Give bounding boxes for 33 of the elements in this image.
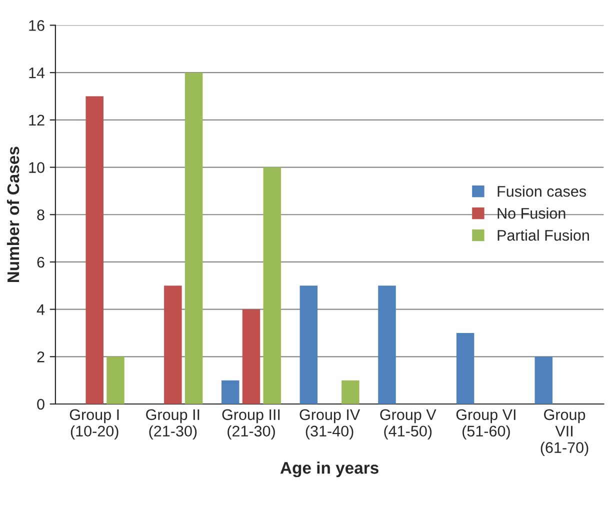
legend-label: Fusion cases: [498, 186, 586, 197]
y-tick-label: 16: [29, 20, 44, 31]
y-tick-label: 6: [37, 256, 44, 268]
x-tick-label: Group IV (31-40): [300, 409, 360, 440]
y-tick-label: 4: [36, 304, 45, 315]
x-tick-label: Group VI (51-60): [456, 409, 516, 440]
x-axis-title: Age in years: [280, 462, 378, 478]
y-tick-label: 12: [29, 114, 44, 126]
x-tick-label: Group III (21-30): [222, 409, 280, 440]
x-tick-label: Group II (21-30): [146, 409, 200, 440]
y-tick-label: 2: [37, 352, 44, 362]
y-tick-label: 14: [29, 68, 45, 78]
bar: [378, 286, 396, 404]
legend-label: No Fusion: [498, 208, 566, 219]
y-tick-label: 0: [37, 398, 44, 410]
bar: [534, 356, 553, 404]
legend-label: Partial Fusion: [498, 230, 589, 241]
bar: [221, 380, 240, 404]
bar: [184, 72, 203, 404]
bar: [263, 167, 281, 404]
x-tick-label: Group I (10-20): [70, 409, 119, 440]
bar: [300, 286, 318, 404]
y-axis-title: Number of Cases: [6, 146, 20, 282]
y-tick-label: 8: [37, 209, 44, 220]
x-tick-label: Group VII (61-70): [540, 409, 588, 456]
x-tick-label: Group V (41-50): [380, 409, 436, 440]
bar: [242, 309, 260, 404]
bar: [106, 356, 124, 404]
y-tick-label: 10: [29, 162, 44, 173]
bar: [342, 380, 360, 404]
bar: [86, 96, 104, 404]
bar: [164, 286, 182, 404]
bar: [456, 332, 474, 404]
